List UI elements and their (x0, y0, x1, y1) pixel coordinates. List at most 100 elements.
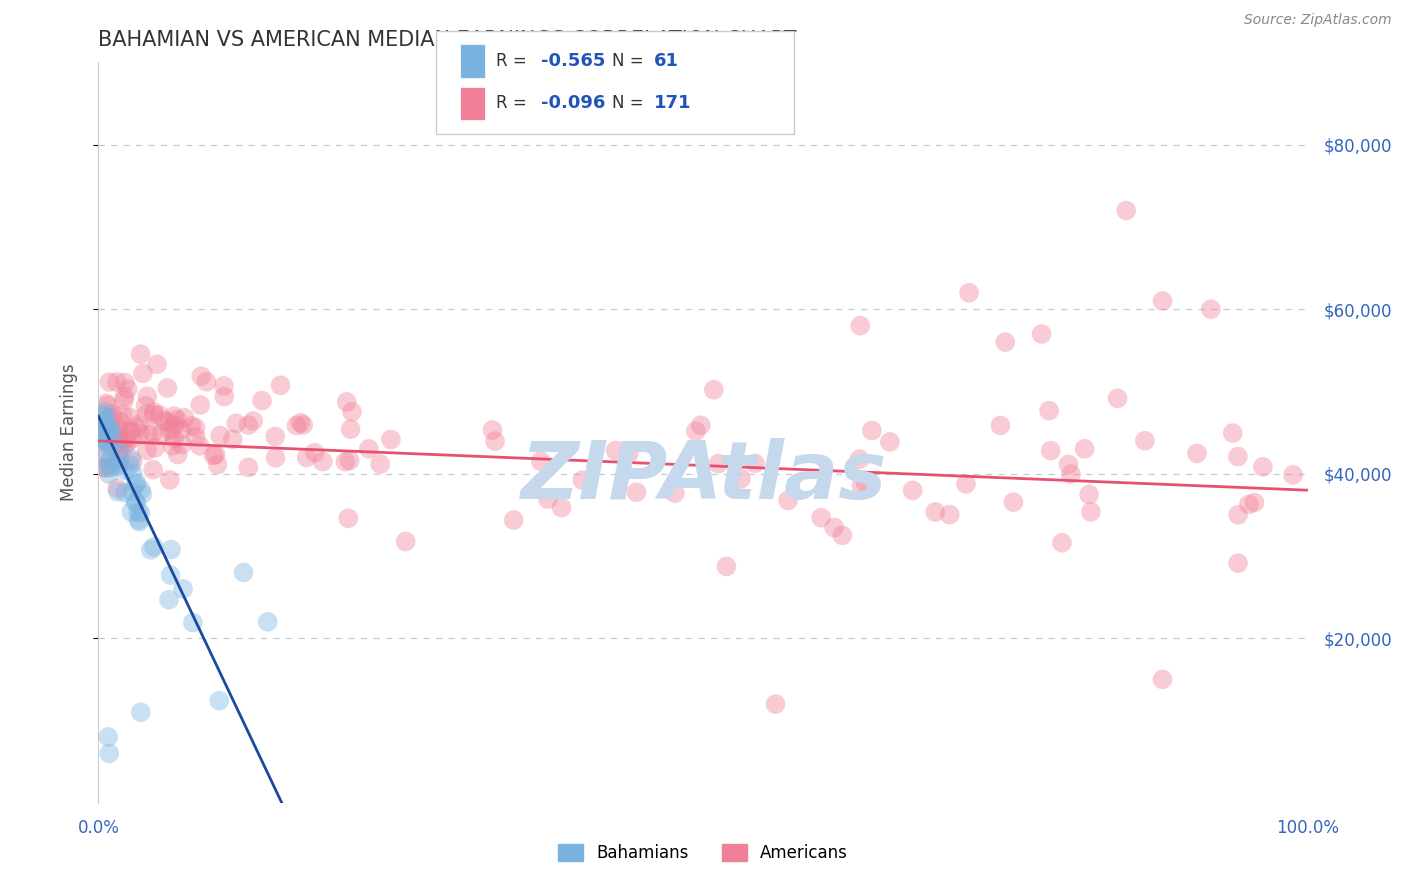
Point (93, 425, 115, 440)
Point (150, 426, 173, 441)
Point (98, 425, 121, 439)
Point (93, 419, 115, 434)
Point (159, 423, 181, 437)
Text: R =: R = (496, 95, 533, 112)
Point (94, 460, 117, 475)
Point (1057, 458, 1080, 472)
Point (1038, 403, 1060, 417)
Point (209, 428, 232, 442)
Point (1237, 497, 1260, 511)
Point (1152, 293, 1174, 308)
Point (146, 357, 169, 371)
Point (184, 420, 207, 434)
Point (357, 442, 380, 456)
Point (94, 433, 117, 447)
Point (172, 437, 194, 451)
Point (125, 421, 148, 435)
Point (689, 418, 711, 433)
Legend: Bahamians, Americans: Bahamians, Americans (551, 837, 855, 869)
Point (1050, 535, 1073, 549)
Point (232, 566, 254, 580)
Point (101, 440, 124, 454)
Point (163, 432, 186, 446)
Text: -0.565: -0.565 (541, 52, 606, 70)
Point (1002, 495, 1025, 509)
Point (96, 420, 118, 434)
Y-axis label: Median Earnings: Median Earnings (59, 364, 77, 501)
Point (1078, 487, 1101, 501)
Point (242, 414, 264, 428)
Point (107, 484, 129, 499)
Point (163, 409, 186, 424)
Point (339, 453, 361, 467)
Point (810, 510, 832, 524)
Point (368, 457, 391, 471)
Point (97, 460, 120, 475)
Point (924, 505, 946, 519)
Point (129, 506, 152, 520)
Point (188, 398, 211, 412)
Point (778, 493, 800, 508)
Point (1222, 425, 1244, 440)
Point (108, 442, 131, 457)
Point (481, 423, 503, 437)
Point (93, 422, 115, 436)
Point (98, 747, 121, 761)
Point (1282, 467, 1305, 482)
Point (605, 443, 627, 458)
Point (159, 568, 181, 582)
Point (395, 534, 418, 549)
Point (1073, 442, 1095, 456)
Point (214, 390, 236, 404)
Point (98, 375, 121, 389)
Point (1227, 556, 1250, 570)
Point (157, 592, 180, 607)
Point (93, 413, 115, 427)
Point (664, 486, 686, 500)
Point (173, 410, 195, 425)
Point (105, 482, 128, 496)
Point (129, 706, 152, 720)
Point (170, 423, 193, 437)
Point (336, 395, 359, 409)
Point (136, 389, 159, 403)
Point (129, 483, 152, 497)
Point (97, 438, 120, 452)
Point (617, 447, 640, 461)
Point (128, 417, 150, 432)
Point (108, 422, 131, 436)
Point (250, 393, 273, 408)
Point (238, 418, 260, 433)
Point (222, 432, 245, 446)
Point (112, 439, 135, 453)
Point (125, 476, 148, 491)
Point (93, 404, 115, 418)
Point (120, 505, 142, 519)
Point (939, 508, 962, 522)
Point (120, 410, 142, 425)
Point (136, 443, 159, 458)
Point (312, 454, 335, 468)
Point (502, 513, 524, 527)
Point (990, 418, 1012, 433)
Text: 171: 171 (654, 95, 692, 112)
Point (136, 427, 159, 442)
Point (125, 495, 148, 509)
Point (1039, 443, 1062, 458)
Point (163, 418, 186, 433)
Point (264, 429, 287, 443)
Point (93, 450, 115, 464)
Point (180, 418, 202, 433)
Point (120, 425, 142, 439)
Text: N =: N = (612, 52, 648, 70)
Point (1199, 302, 1222, 317)
Point (1227, 508, 1250, 522)
Point (93, 429, 115, 443)
Point (855, 475, 877, 490)
Point (101, 407, 124, 421)
Point (93, 432, 115, 446)
Point (120, 451, 142, 466)
Point (98, 452, 121, 467)
Point (1031, 326, 1053, 341)
Point (129, 347, 152, 361)
